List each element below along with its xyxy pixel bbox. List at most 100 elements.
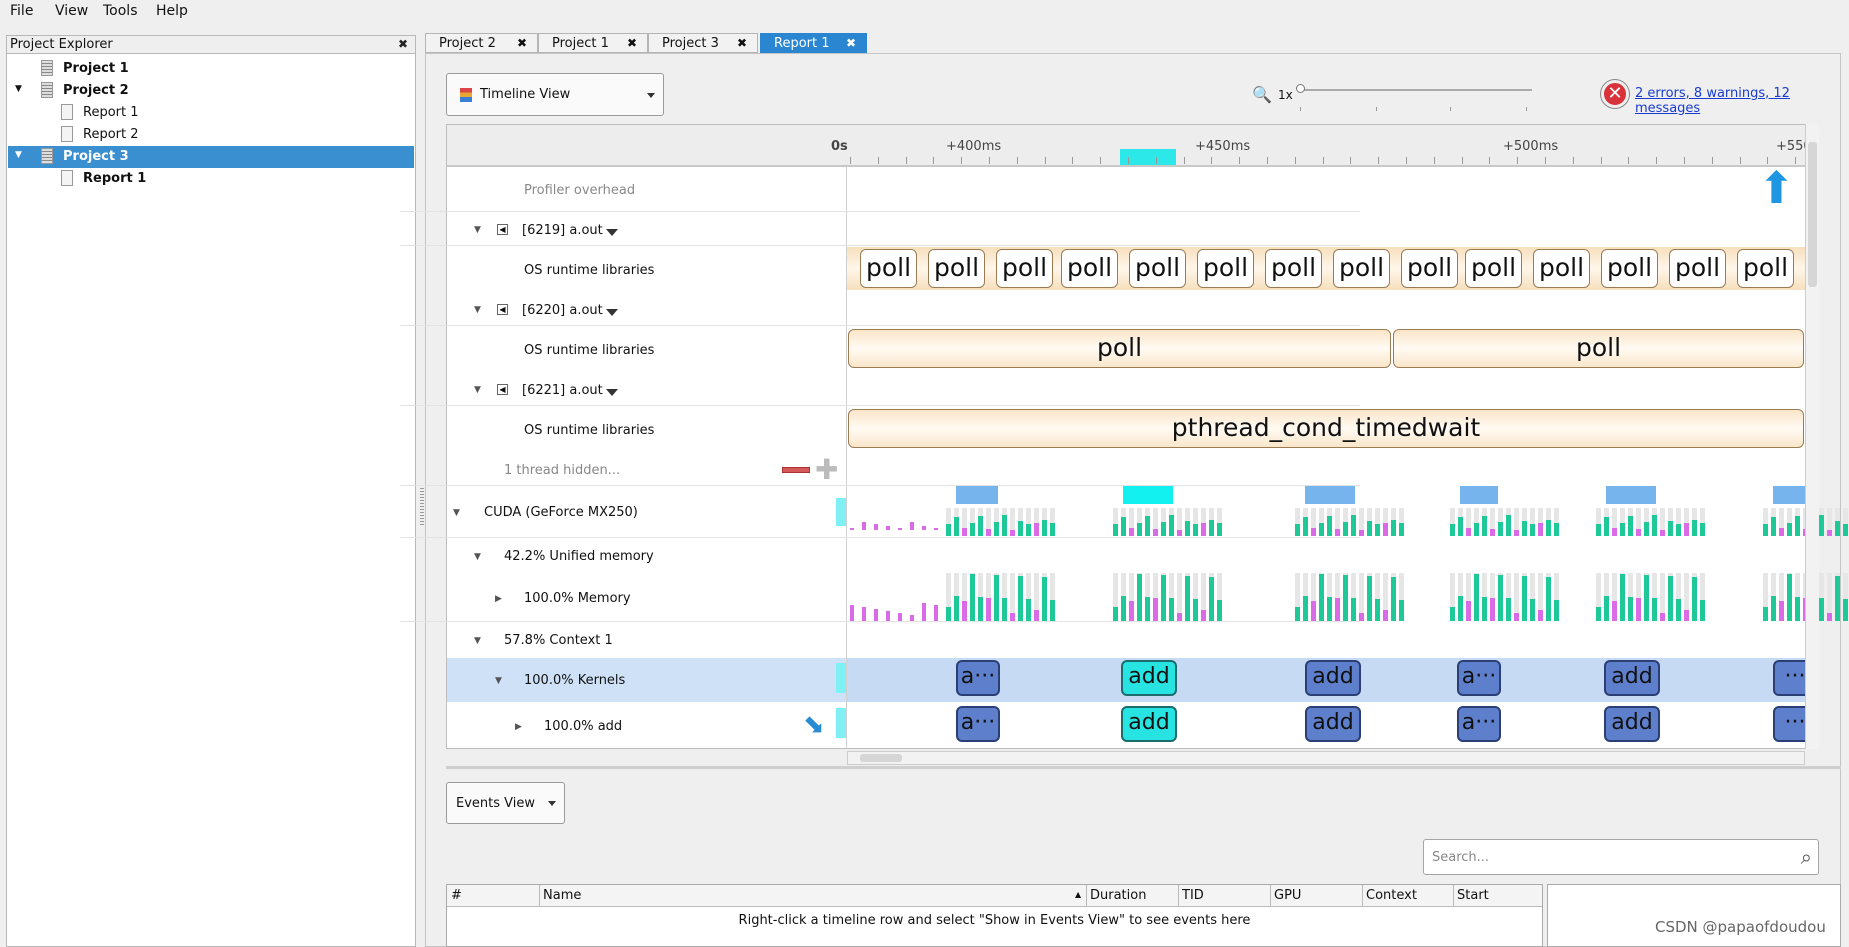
chevron-down-icon[interactable]: ▼ [474,552,481,562]
chevron-down-icon[interactable]: ▼ [474,636,481,646]
menu-file[interactable]: File [10,3,34,19]
kernel-box[interactable]: add [1121,706,1177,742]
column-header[interactable]: TID [1182,888,1204,903]
kernel-box[interactable]: add [1604,706,1660,742]
poll-box[interactable]: poll [860,249,917,288]
chevron-down-icon[interactable]: ▼ [474,385,481,395]
row-process-6220[interactable]: [6220] a.out [522,303,603,318]
zoom-slider-handle[interactable] [1296,84,1305,93]
row-memory[interactable]: 100.0% Memory [524,591,631,606]
cuda-activity-block[interactable] [1123,486,1173,504]
os-runtime-track-6219[interactable] [847,247,1805,290]
close-icon[interactable]: ✖ [626,36,637,50]
tree-item-project-2[interactable]: ▼ Project 2 [8,80,414,102]
jump-arrow-icon[interactable]: ⬊ [803,710,825,740]
dropdown-arrow-icon[interactable] [606,389,618,396]
row-cuda[interactable]: CUDA (GeForce MX250) [484,505,638,520]
kernel-box[interactable]: a··· [1457,706,1501,742]
cuda-activity-block[interactable] [956,486,998,504]
chevron-right-icon[interactable]: ▶ [515,722,522,732]
poll-box[interactable]: poll [1669,249,1726,288]
cuda-activity-block[interactable] [1773,486,1805,504]
collapse-icon[interactable] [782,467,810,473]
scrollbar-thumb[interactable] [860,754,902,762]
menu-tools[interactable]: Tools [103,3,138,19]
column-header[interactable]: Start [1457,888,1489,903]
dropdown-arrow-icon[interactable] [606,229,618,236]
poll-box[interactable]: poll [1265,249,1322,288]
column-header[interactable]: Name [543,888,582,903]
events-view-select[interactable]: Events View [446,782,565,824]
row-profiler-overhead[interactable]: Profiler overhead [524,183,636,198]
kernel-box[interactable]: a··· [956,706,1000,742]
poll-box[interactable]: poll [1333,249,1390,288]
events-table[interactable]: # Name ▲ Duration TID GPU Context Start … [446,884,1543,947]
kernel-box[interactable]: add [1604,660,1660,696]
kernel-box[interactable]: add [1121,660,1177,696]
column-header[interactable]: # [451,888,462,903]
cond-timedwait-bar[interactable]: pthread_cond_timedwait [848,409,1804,448]
tab-project-1[interactable]: Project 1 ✖ [538,33,648,53]
search-icon[interactable]: ⌕ [1800,845,1812,869]
timeline-horizontal-scrollbar[interactable] [847,751,1805,765]
kernel-box[interactable]: add [1305,706,1361,742]
error-icon[interactable]: ✕ [1601,80,1629,108]
row-add[interactable]: 100.0% add [544,719,623,734]
row-os-runtime[interactable]: OS runtime libraries [524,343,655,358]
chevron-down-icon[interactable]: ▼ [495,676,502,686]
poll-box[interactable]: poll [1533,249,1590,288]
kernel-box[interactable]: add [1305,660,1361,696]
tab-project-3[interactable]: Project 3 ✖ [648,33,758,53]
panel-splitter[interactable] [420,485,424,525]
timeline-vertical-scrollbar[interactable] [1805,124,1819,749]
tree-item-report-2[interactable]: Report 2 [8,124,414,146]
chevron-down-icon[interactable]: ▼ [15,84,22,94]
tree-item-project-1[interactable]: Project 1 [8,58,414,80]
poll-box[interactable]: poll [1401,249,1458,288]
search-input[interactable]: Search... ⌕ [1423,839,1819,875]
expand-icon[interactable]: ✚ [815,453,839,486]
poll-box[interactable]: poll [1129,249,1186,288]
chevron-down-icon[interactable]: ▼ [453,508,460,518]
chevron-down-icon[interactable]: ▼ [474,305,481,315]
poll-box[interactable]: poll [1197,249,1254,288]
poll-bar[interactable]: poll [848,329,1391,368]
cuda-activity-block[interactable] [1606,486,1656,504]
row-hidden-threads[interactable]: 1 thread hidden... [504,463,621,478]
tree-item-project-3[interactable]: ▼ Project 3 [8,146,414,168]
close-icon[interactable]: ✖ [516,36,527,50]
row-context[interactable]: 57.8% Context 1 [504,633,613,648]
kernel-box[interactable]: a··· [1457,660,1501,696]
poll-box[interactable]: poll [1061,249,1118,288]
selection-marker[interactable] [1120,149,1176,165]
scrollbar-thumb[interactable] [1808,142,1817,287]
poll-box[interactable]: poll [1737,249,1794,288]
poll-box[interactable]: poll [1465,249,1522,288]
chevron-down-icon[interactable]: ▼ [15,150,22,160]
timeline-view-select[interactable]: Timeline View [446,73,664,116]
tab-project-2[interactable]: Project 2 ✖ [425,33,538,53]
column-header[interactable]: GPU [1274,888,1302,903]
poll-bar[interactable]: poll [1393,329,1804,368]
poll-box[interactable]: poll [996,249,1053,288]
chevron-right-icon[interactable]: ▶ [495,594,502,604]
diagnostics-link[interactable]: 2 errors, 8 warnings, 12 messages [1635,86,1790,116]
column-header[interactable]: Duration [1090,888,1147,903]
row-kernels[interactable]: 100.0% Kernels [524,673,626,688]
menu-view[interactable]: View [55,3,89,19]
cuda-activity-block[interactable] [1305,486,1355,504]
row-process-6219[interactable]: [6219] a.out [522,223,603,238]
dropdown-arrow-icon[interactable] [606,309,618,316]
tab-report-1[interactable]: Report 1 ✖ [760,33,867,53]
row-os-runtime[interactable]: OS runtime libraries [524,423,655,438]
time-ruler[interactable]: 0s +400ms +450ms +500ms +550ms [447,125,1818,167]
poll-box[interactable]: poll [928,249,985,288]
tree-item-report-1[interactable]: Report 1 [8,102,414,124]
chevron-down-icon[interactable]: ▼ [474,225,481,235]
close-icon[interactable]: ✖ [398,37,409,51]
panel-divider[interactable] [446,766,1841,769]
row-os-runtime[interactable]: OS runtime libraries [524,263,655,278]
close-icon[interactable]: ✖ [845,36,856,50]
column-header[interactable]: Context [1366,888,1417,903]
kernel-box[interactable]: a··· [956,660,1000,696]
